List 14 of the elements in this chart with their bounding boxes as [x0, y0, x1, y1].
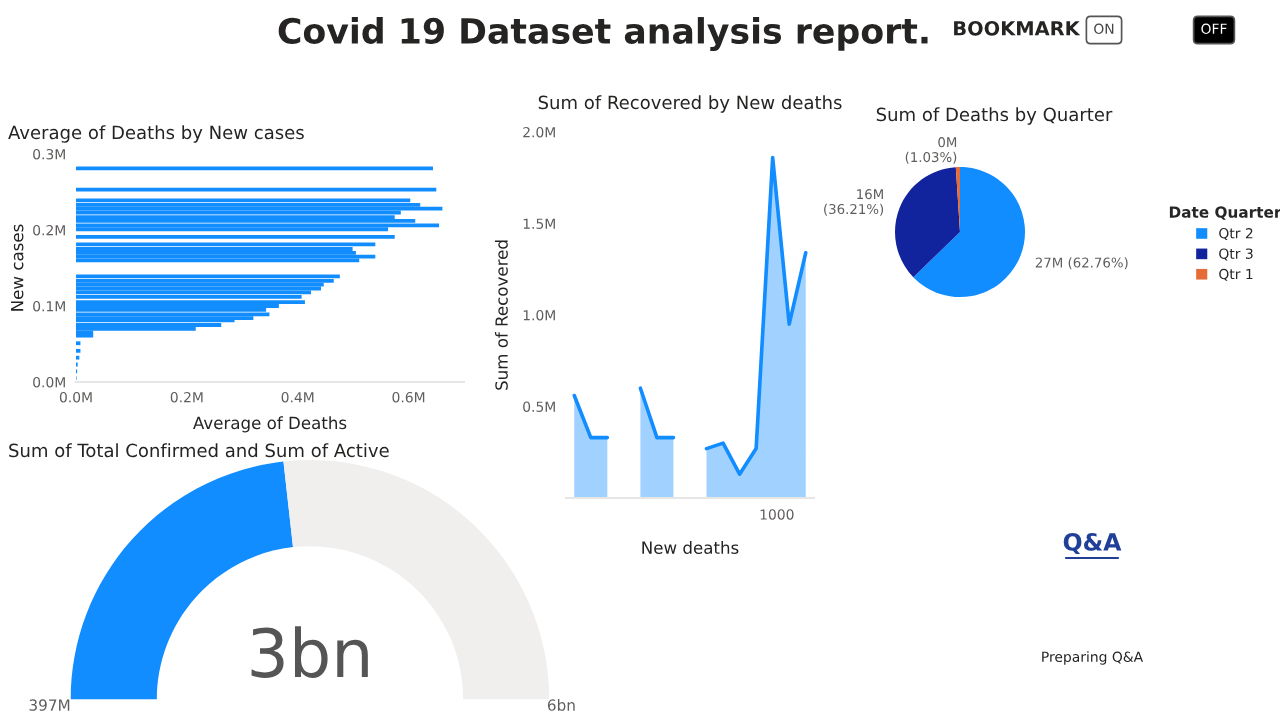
chart-title: Sum of Total Confirmed and Sum of Active	[9, 443, 389, 458]
y-axis-title: New cases	[11, 224, 24, 311]
pie-slice	[913, 167, 1025, 297]
text: BOOKMARK	[954, 20, 1081, 36]
text: 3bn	[251, 626, 368, 678]
x-axis-title: New deaths	[642, 541, 739, 554]
text: Covid 19 Dataset analysis report.	[278, 17, 928, 51]
chart-title: Sum of Deaths by Quarter	[876, 107, 1113, 125]
y-axis-title: Sum of Recovered	[494, 240, 508, 390]
pie-slice	[895, 167, 960, 278]
x-axis-title: Average of Deaths	[193, 416, 347, 433]
text: Q&A	[1063, 532, 1122, 554]
chart-title: Sum of Recovered by New deaths	[538, 95, 842, 113]
chart-title: Average of Deaths by New cases	[8, 125, 304, 143]
